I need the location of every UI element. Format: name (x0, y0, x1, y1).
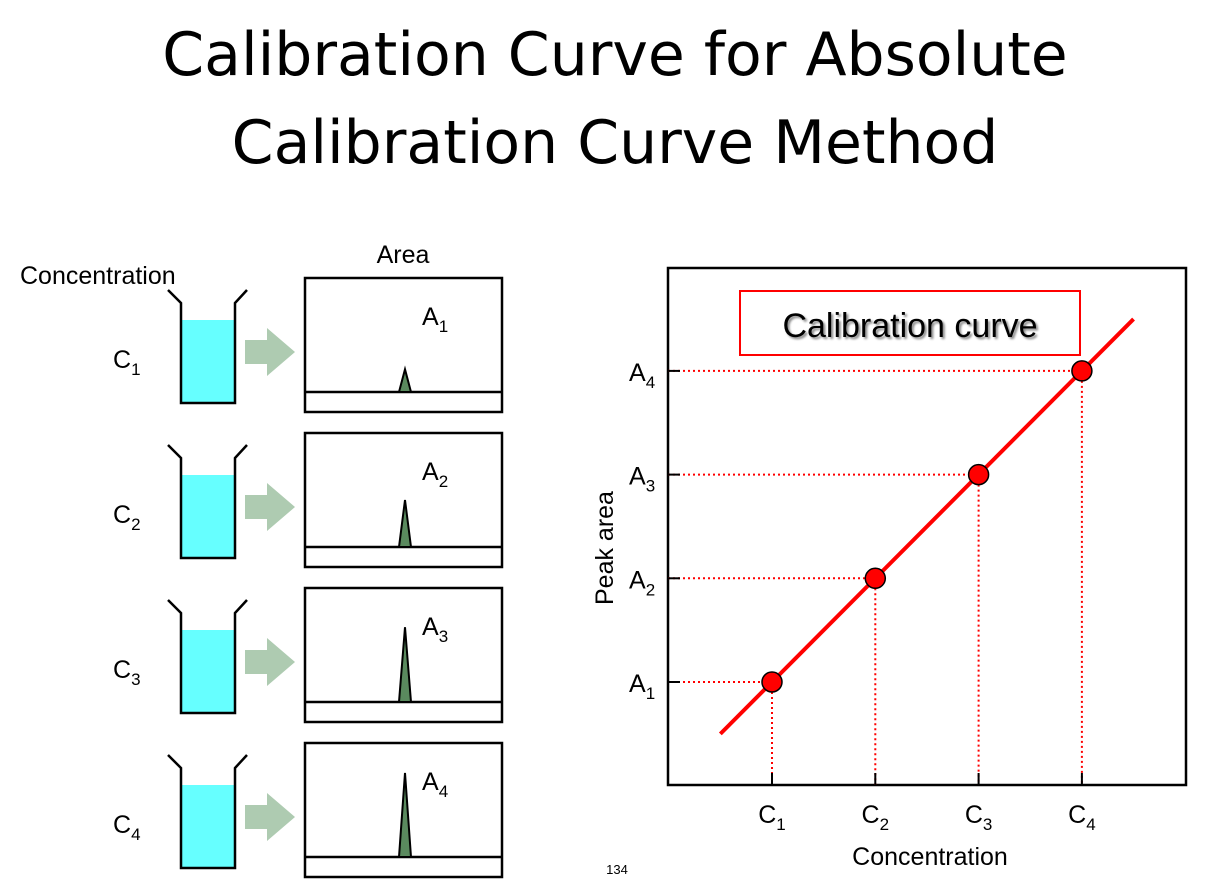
x-tick-label-1-letter: C (758, 801, 776, 829)
chromatogram (303, 741, 504, 879)
area-label: Area (377, 241, 430, 269)
calibration-line (718, 317, 1135, 736)
concentration-label-2-letter: C (113, 501, 131, 529)
x-tick-label-3-letter: C (965, 801, 983, 829)
chromatogram (303, 431, 504, 569)
concentration-label-2: C2 (113, 501, 141, 534)
chart-title: Calibration curve (782, 307, 1037, 345)
area-label-2-subscript: 2 (439, 472, 448, 491)
liquid (181, 320, 235, 403)
y-tick-label-1: A1 (629, 670, 655, 703)
area-label-4: A4 (422, 768, 448, 801)
data-point-1 (761, 671, 783, 693)
title-line-2: Calibration Curve Method (232, 108, 999, 178)
concentration-label: Concentration (20, 262, 176, 290)
concentration-label-3-letter: C (113, 656, 131, 684)
area-label-1: A1 (422, 303, 448, 336)
y-tick-label-1-subscript: 1 (646, 684, 655, 703)
area-label-2: A2 (422, 458, 448, 491)
y-tick-label-4: A4 (629, 359, 655, 392)
x-tick-label-4-subscript: 4 (1086, 815, 1095, 834)
chart-frame (666, 266, 1188, 787)
y-tick-label-3-subscript: 3 (646, 477, 655, 496)
concentration-label-4-letter: C (113, 811, 131, 839)
area-label-3-letter: A (422, 613, 439, 641)
chart-title-box (739, 290, 1081, 356)
y-tick-label-2-letter: A (629, 566, 646, 594)
concentration-label-3: C3 (113, 656, 141, 689)
concentration-label-1: C1 (113, 346, 141, 379)
x-tick-label-1-subscript: 1 (776, 815, 785, 834)
area-label-1-letter: A (422, 303, 439, 331)
peak (397, 627, 413, 703)
page-number: 134 (606, 862, 628, 877)
y-tick-label-3: A3 (629, 463, 655, 496)
arrow-right-icon (245, 793, 295, 841)
area-label-1-subscript: 1 (439, 317, 448, 336)
y-tick-label-2: A2 (629, 566, 655, 599)
beaker-icon (167, 444, 248, 560)
chromatogram (303, 586, 504, 724)
x-tick-label-4-letter: C (1068, 801, 1086, 829)
chromatogram (303, 276, 504, 414)
concentration-label-4: C4 (113, 811, 141, 844)
title-line-1: Calibration Curve for Absolute (162, 20, 1067, 90)
peak (397, 365, 413, 393)
liquid (181, 475, 235, 558)
area-label-3: A3 (422, 613, 448, 646)
concentration-label-2-subscript: 2 (131, 515, 140, 534)
area-label-3-subscript: 3 (439, 627, 448, 646)
y-tick-label-4-subscript: 4 (646, 373, 655, 392)
arrow-right-icon (245, 483, 295, 531)
liquid (181, 785, 235, 868)
arrow-right-icon (245, 328, 295, 376)
x-tick-label-2: C2 (862, 801, 890, 834)
beaker-icon (167, 289, 248, 405)
x-tick-label-4: C4 (1068, 801, 1096, 834)
peak (397, 772, 413, 858)
concentration-label-3-subscript: 3 (131, 670, 140, 689)
x-tick-label-2-subscript: 2 (880, 815, 889, 834)
concentration-label-1-letter: C (113, 346, 131, 374)
y-tick-label-3-letter: A (629, 463, 646, 491)
data-point-3 (967, 463, 990, 486)
area-label-2-letter: A (422, 458, 439, 486)
data-point-4 (1071, 360, 1093, 382)
beaker-icon (167, 599, 248, 715)
x-tick-label-3-subscript: 3 (983, 815, 992, 834)
x-tick-label-3: C3 (965, 801, 993, 834)
y-tick-label-4-letter: A (629, 359, 646, 387)
x-tick-label-1: C1 (758, 801, 786, 834)
y-axis-label: Peak area (591, 491, 619, 605)
arrow-right-icon (245, 638, 295, 686)
area-label-4-letter: A (422, 768, 439, 796)
data-point-2 (864, 567, 887, 590)
concentration-label-1-subscript: 1 (131, 360, 140, 379)
area-label-4-subscript: 4 (439, 782, 448, 801)
y-tick-label-1-letter: A (629, 670, 646, 698)
y-tick-label-2-subscript: 2 (646, 580, 655, 599)
beaker-icon (167, 754, 248, 870)
liquid (181, 630, 235, 713)
x-tick-label-2-letter: C (862, 801, 880, 829)
peak (397, 499, 413, 548)
concentration-label-4-subscript: 4 (131, 825, 140, 844)
x-axis-label: Concentration (852, 843, 1008, 871)
